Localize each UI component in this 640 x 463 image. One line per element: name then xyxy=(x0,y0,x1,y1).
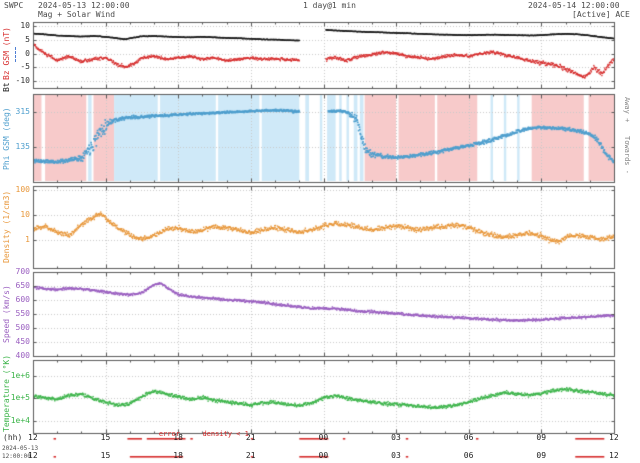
plot-end-datetime: 2024-05-14 12:00:00 xyxy=(528,1,620,10)
by-dashed-legend-icon xyxy=(15,47,16,62)
footer-date: 2024-05-13 xyxy=(2,445,39,452)
phi-towards-label: Towards - xyxy=(623,136,631,174)
mag-bt-axis-label: Bt xyxy=(2,82,11,92)
mag-bz-axis-label: Bz GSM (nT) xyxy=(2,27,11,80)
phi-axis-label: Phi GSM (deg) xyxy=(2,107,11,170)
footer-time: 12:00:00 xyxy=(2,453,31,460)
agency-label: SWPC xyxy=(4,1,24,10)
plot-cadence: 1 day@1 min xyxy=(303,1,356,10)
plot-start-datetime: 2024-05-13 12:00:00 xyxy=(38,1,130,10)
speed-axis-label: Speed (km/s) xyxy=(2,285,11,343)
density-axis-label: Density (1/cm3) xyxy=(2,190,11,263)
data-source-label: [Active] ACE xyxy=(572,10,630,19)
phi-away-label: Away + xyxy=(623,97,631,123)
hours-unit-label: (hh) xyxy=(3,433,23,442)
plot-type-label: Mag + Solar Wind xyxy=(38,10,116,19)
temperature-axis-label: Temperature (°K) xyxy=(2,354,11,432)
